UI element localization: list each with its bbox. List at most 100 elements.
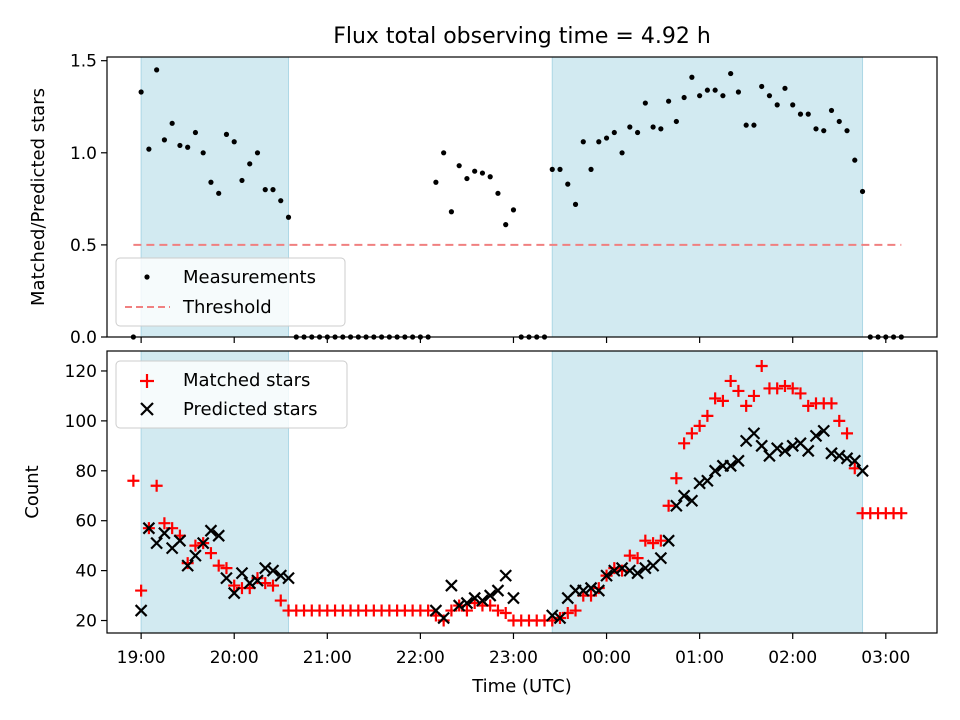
measurements-point xyxy=(596,139,602,145)
measurements-point xyxy=(619,150,625,156)
matched-stars-point xyxy=(794,387,807,400)
bottom-x-ticks: 19:00 20:00 21:00 22:00 23:00 00:00 01:00 02:00… xyxy=(117,633,910,668)
x-tick-label: 03:00 xyxy=(861,648,910,668)
top-shaded-intervals xyxy=(140,57,864,337)
y-tick-label: 40 xyxy=(75,562,97,582)
matched-stars-point xyxy=(639,534,652,547)
measurements-point xyxy=(712,87,718,93)
legend-label-measurements: Measurements xyxy=(183,267,316,288)
predicted-stars-point xyxy=(631,566,644,580)
measurements-point xyxy=(634,129,641,136)
matched-stars-point xyxy=(786,382,799,395)
matched-stars-point xyxy=(693,419,706,432)
measurements-point xyxy=(223,131,230,137)
predicted-stars-point xyxy=(677,489,691,503)
matched-stars-point xyxy=(747,389,760,402)
predicted-stars-point xyxy=(437,611,450,625)
predicted-stars-point xyxy=(274,569,288,582)
predicted-stars-point xyxy=(227,586,241,600)
measurements-point xyxy=(549,166,555,172)
predicted-stars-point xyxy=(848,454,862,468)
predicted-stars-point xyxy=(856,464,869,478)
measurements-point xyxy=(510,207,517,213)
predicted-stars-point xyxy=(654,551,668,565)
ratio-plot xyxy=(130,67,904,340)
predicted-stars-point xyxy=(553,611,567,625)
predicted-stars-point xyxy=(212,529,225,542)
predicted-stars-point xyxy=(600,569,613,582)
measurements-point xyxy=(790,102,796,108)
matched-stars-point xyxy=(685,427,698,440)
y-tick-label: 60 xyxy=(75,512,97,532)
measurements-point xyxy=(782,85,788,91)
matched-stars-point xyxy=(771,382,784,395)
predicted-stars-point xyxy=(134,604,148,617)
y-tick-label: 120 xyxy=(65,362,97,382)
matched-stars-point xyxy=(678,437,691,450)
measurements-point xyxy=(161,137,168,143)
predicted-stars-point xyxy=(220,571,233,585)
y-tick-label: 1.5 xyxy=(70,52,97,72)
matched-stars-point xyxy=(755,359,768,372)
y-tick-label: 0.0 xyxy=(70,328,97,348)
measurements-point xyxy=(852,157,858,163)
measurements-point xyxy=(169,120,175,126)
measurements-point xyxy=(285,214,292,220)
measurements-point xyxy=(603,135,610,141)
measurements-point xyxy=(805,111,811,117)
measurements-point xyxy=(192,129,199,136)
predicted-stars-point xyxy=(786,439,799,453)
predicted-stars-point xyxy=(584,581,598,595)
measurements-point xyxy=(666,98,672,104)
matched-stars-point xyxy=(150,479,163,492)
predicted-stars-point xyxy=(770,442,784,455)
measurements-point xyxy=(154,67,160,73)
top-y-axis-label: Matched/Predicted stars xyxy=(28,88,49,306)
top-legend-box xyxy=(115,257,346,327)
y-tick-label: 20 xyxy=(75,612,97,632)
measurements-point xyxy=(650,124,656,130)
predicted-stars-point xyxy=(266,564,280,577)
top-panel: 0.0 0.5 1.0 1.5 Matched/Predicted stars Mea… xyxy=(28,52,938,348)
bottom-panel: 20 40 60 80 100 120 19:00 20:00 21:00 22:00 23:00… xyxy=(22,350,938,697)
predicted-stars-point xyxy=(801,444,815,458)
y-tick-label: 80 xyxy=(75,462,97,482)
measurements-point xyxy=(270,187,276,193)
measurements-point xyxy=(821,128,827,134)
predicted-stars-point xyxy=(189,549,202,562)
predicted-stars-point xyxy=(577,584,590,597)
matched-stars-point xyxy=(654,534,667,547)
measurements-point xyxy=(588,166,594,172)
matched-stars-point xyxy=(135,584,148,597)
y-tick-label: 0.5 xyxy=(70,236,97,256)
matched-stars-point xyxy=(833,414,846,427)
measurements-point xyxy=(828,107,835,114)
measurements-point xyxy=(627,124,633,130)
measurements-point xyxy=(681,94,687,101)
measurements-point xyxy=(642,100,648,106)
predicted-stars-point xyxy=(809,429,823,443)
measurements-point xyxy=(697,93,703,99)
predicted-stars-point xyxy=(832,449,846,463)
measurements-point xyxy=(278,198,284,204)
predicted-stars-point xyxy=(173,534,187,547)
predicted-stars-point xyxy=(499,569,512,582)
x-tick-label: 01:00 xyxy=(675,648,724,668)
predicted-stars-point xyxy=(639,561,652,575)
predicted-stars-point xyxy=(507,591,520,605)
matched-stars-point xyxy=(895,507,908,520)
x-tick-label: 00:00 xyxy=(582,648,631,668)
predicted-stars-point xyxy=(445,579,458,592)
predicted-stars-point xyxy=(545,609,559,622)
measurements-point xyxy=(479,170,486,176)
predicted-stars-point xyxy=(778,444,792,458)
measurements-point xyxy=(433,179,439,185)
top-x-ticks xyxy=(140,337,887,343)
matched-stars-point xyxy=(740,399,753,412)
measurements-point xyxy=(495,190,501,196)
predicted-stars-point xyxy=(491,584,505,597)
legend-label-predicted: Predicted stars xyxy=(183,399,317,420)
matched-stars-point xyxy=(212,559,225,572)
measurements-point xyxy=(208,179,214,185)
